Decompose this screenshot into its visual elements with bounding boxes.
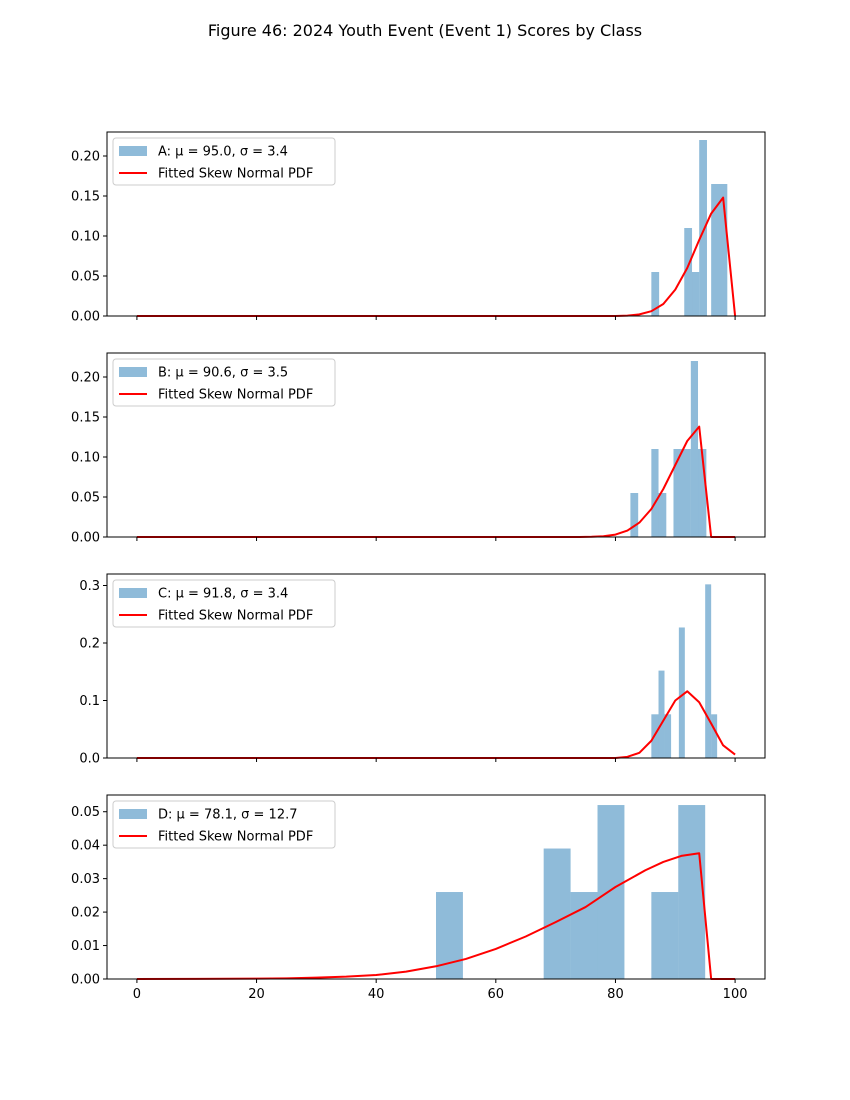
histogram-bar bbox=[678, 627, 685, 758]
y-tick-label: 0.20 bbox=[71, 150, 100, 165]
legend-histogram-swatch bbox=[119, 588, 147, 598]
histogram-bar bbox=[658, 670, 665, 758]
axes-frame bbox=[106, 573, 766, 759]
axes-frame bbox=[106, 794, 766, 980]
x-tick-label: 60 bbox=[488, 987, 505, 1002]
legend-label-histogram: A: μ = 95.0, σ = 3.4 bbox=[158, 145, 288, 160]
legend: C: μ = 91.8, σ = 3.4 Fitted Skew Normal P… bbox=[112, 579, 336, 628]
y-tick-label: 0.01 bbox=[71, 939, 100, 954]
y-axis: 0.00 0.01 0.02 0.03 0.04 0.05 bbox=[71, 805, 107, 988]
legend-label-histogram: D: μ = 78.1, σ = 12.7 bbox=[158, 808, 298, 823]
histogram-bar bbox=[673, 449, 691, 537]
subplot-2: 0.00 0.05 0.10 0.15 0.20 B: μ = 90.6, σ = 3.5… bbox=[71, 352, 766, 546]
histogram-bar bbox=[711, 184, 728, 316]
histogram-bar bbox=[705, 584, 712, 758]
legend-box bbox=[112, 579, 336, 628]
x-axis bbox=[136, 537, 736, 541]
x-tick-label: 40 bbox=[368, 987, 385, 1002]
y-axis: 0.00 0.05 0.10 0.15 0.20 bbox=[71, 150, 107, 325]
y-tick-label: 0.10 bbox=[71, 230, 100, 245]
histogram-bars bbox=[630, 361, 707, 537]
y-tick-label: 0.00 bbox=[71, 531, 100, 546]
y-tick-label: 0.2 bbox=[79, 637, 100, 652]
y-tick-label: 0.03 bbox=[71, 872, 100, 887]
legend-label-fit: Fitted Skew Normal PDF bbox=[158, 388, 313, 403]
histogram-bar bbox=[651, 892, 679, 979]
legend-label-fit: Fitted Skew Normal PDF bbox=[158, 830, 313, 845]
histogram-bars bbox=[651, 140, 728, 316]
histogram-bars bbox=[436, 805, 706, 979]
histogram-bar bbox=[692, 272, 700, 316]
histogram-bar bbox=[597, 805, 625, 979]
y-tick-label: 0.05 bbox=[71, 270, 100, 285]
y-tick-label: 0.0 bbox=[79, 752, 100, 767]
legend-label-histogram: B: μ = 90.6, σ = 3.5 bbox=[158, 366, 288, 381]
x-axis bbox=[136, 316, 736, 320]
y-tick-label: 0.04 bbox=[71, 839, 100, 854]
axes-frame bbox=[106, 131, 766, 317]
y-tick-label: 0.1 bbox=[79, 694, 100, 709]
y-tick-label: 0.05 bbox=[71, 805, 100, 820]
legend-box bbox=[112, 137, 336, 186]
legend-box bbox=[112, 800, 336, 849]
y-tick-label: 0.05 bbox=[71, 491, 100, 506]
legend-label-histogram: C: μ = 91.8, σ = 3.4 bbox=[158, 587, 288, 602]
histogram-bar bbox=[690, 361, 699, 537]
histogram-bar bbox=[658, 493, 667, 537]
y-tick-label: 0.15 bbox=[71, 190, 100, 205]
histogram-bar bbox=[651, 449, 659, 537]
y-tick-label: 0.15 bbox=[71, 411, 100, 426]
legend: D: μ = 78.1, σ = 12.7 Fitted Skew Normal … bbox=[112, 800, 336, 849]
y-tick-label: 0.02 bbox=[71, 906, 100, 921]
histogram-bar bbox=[698, 449, 707, 537]
fitted-pdf-line bbox=[136, 852, 736, 980]
legend-histogram-swatch bbox=[119, 809, 147, 819]
legend-histogram-swatch bbox=[119, 146, 147, 156]
y-tick-label: 0.00 bbox=[71, 973, 100, 988]
legend: A: μ = 95.0, σ = 3.4 Fitted Skew Normal P… bbox=[112, 137, 336, 186]
x-tick-label: 20 bbox=[248, 987, 265, 1002]
x-axis bbox=[136, 758, 736, 762]
legend-histogram-swatch bbox=[119, 367, 147, 377]
subplot-4: 0 20 40 60 80 100 0.00 0.01 0.02 0.03 0.04 0.05 D: μ… bbox=[71, 794, 766, 1002]
x-tick-label: 80 bbox=[607, 987, 624, 1002]
axes-frame bbox=[106, 352, 766, 538]
histogram-bar bbox=[664, 714, 672, 758]
subplots: 0.000.050.100.150.20 A: μ = 95.0, σ = 3.4… bbox=[71, 131, 766, 1002]
legend-label-fit: Fitted Skew Normal PDF bbox=[158, 167, 313, 182]
x-tick-label: 0 bbox=[133, 987, 141, 1002]
legend: B: μ = 90.6, σ = 3.5 Fitted Skew Normal P… bbox=[112, 358, 336, 407]
fitted-pdf-line bbox=[136, 690, 736, 759]
histogram-bar bbox=[570, 892, 598, 979]
histogram-bar bbox=[630, 493, 639, 537]
histogram-bar bbox=[699, 140, 707, 316]
y-tick-label: 0.3 bbox=[79, 579, 100, 594]
subplot-1: 0.00 0.05 0.10 0.15 0.20 A: μ = 95.0, σ = 3.4… bbox=[71, 131, 766, 325]
legend-label-fit: Fitted Skew Normal PDF bbox=[158, 609, 313, 624]
subplot-3: 0.0 0.1 0.2 0.3 C: μ = 91.8, σ = 3.4 Fitted S… bbox=[79, 573, 766, 767]
x-tick-label: 100 bbox=[723, 987, 748, 1002]
figure-title: Figure 46: 2024 Youth Event (Event 1) Sc… bbox=[208, 21, 642, 40]
histogram-bar bbox=[651, 272, 660, 316]
histogram-bar bbox=[543, 848, 571, 979]
histogram-bar bbox=[711, 714, 718, 758]
legend-box bbox=[112, 358, 336, 407]
y-tick-label: 0.00 bbox=[71, 310, 100, 325]
histogram-bar bbox=[684, 228, 693, 316]
x-axis: 0 20 40 60 80 100 bbox=[133, 979, 748, 1002]
histogram-bar bbox=[678, 805, 706, 979]
y-tick-label: 0.10 bbox=[71, 451, 100, 466]
y-tick-label: 0.20 bbox=[71, 371, 100, 386]
y-axis: 0.00 0.05 0.10 0.15 0.20 bbox=[71, 371, 107, 546]
y-axis: 0.0 0.1 0.2 0.3 bbox=[79, 579, 107, 767]
